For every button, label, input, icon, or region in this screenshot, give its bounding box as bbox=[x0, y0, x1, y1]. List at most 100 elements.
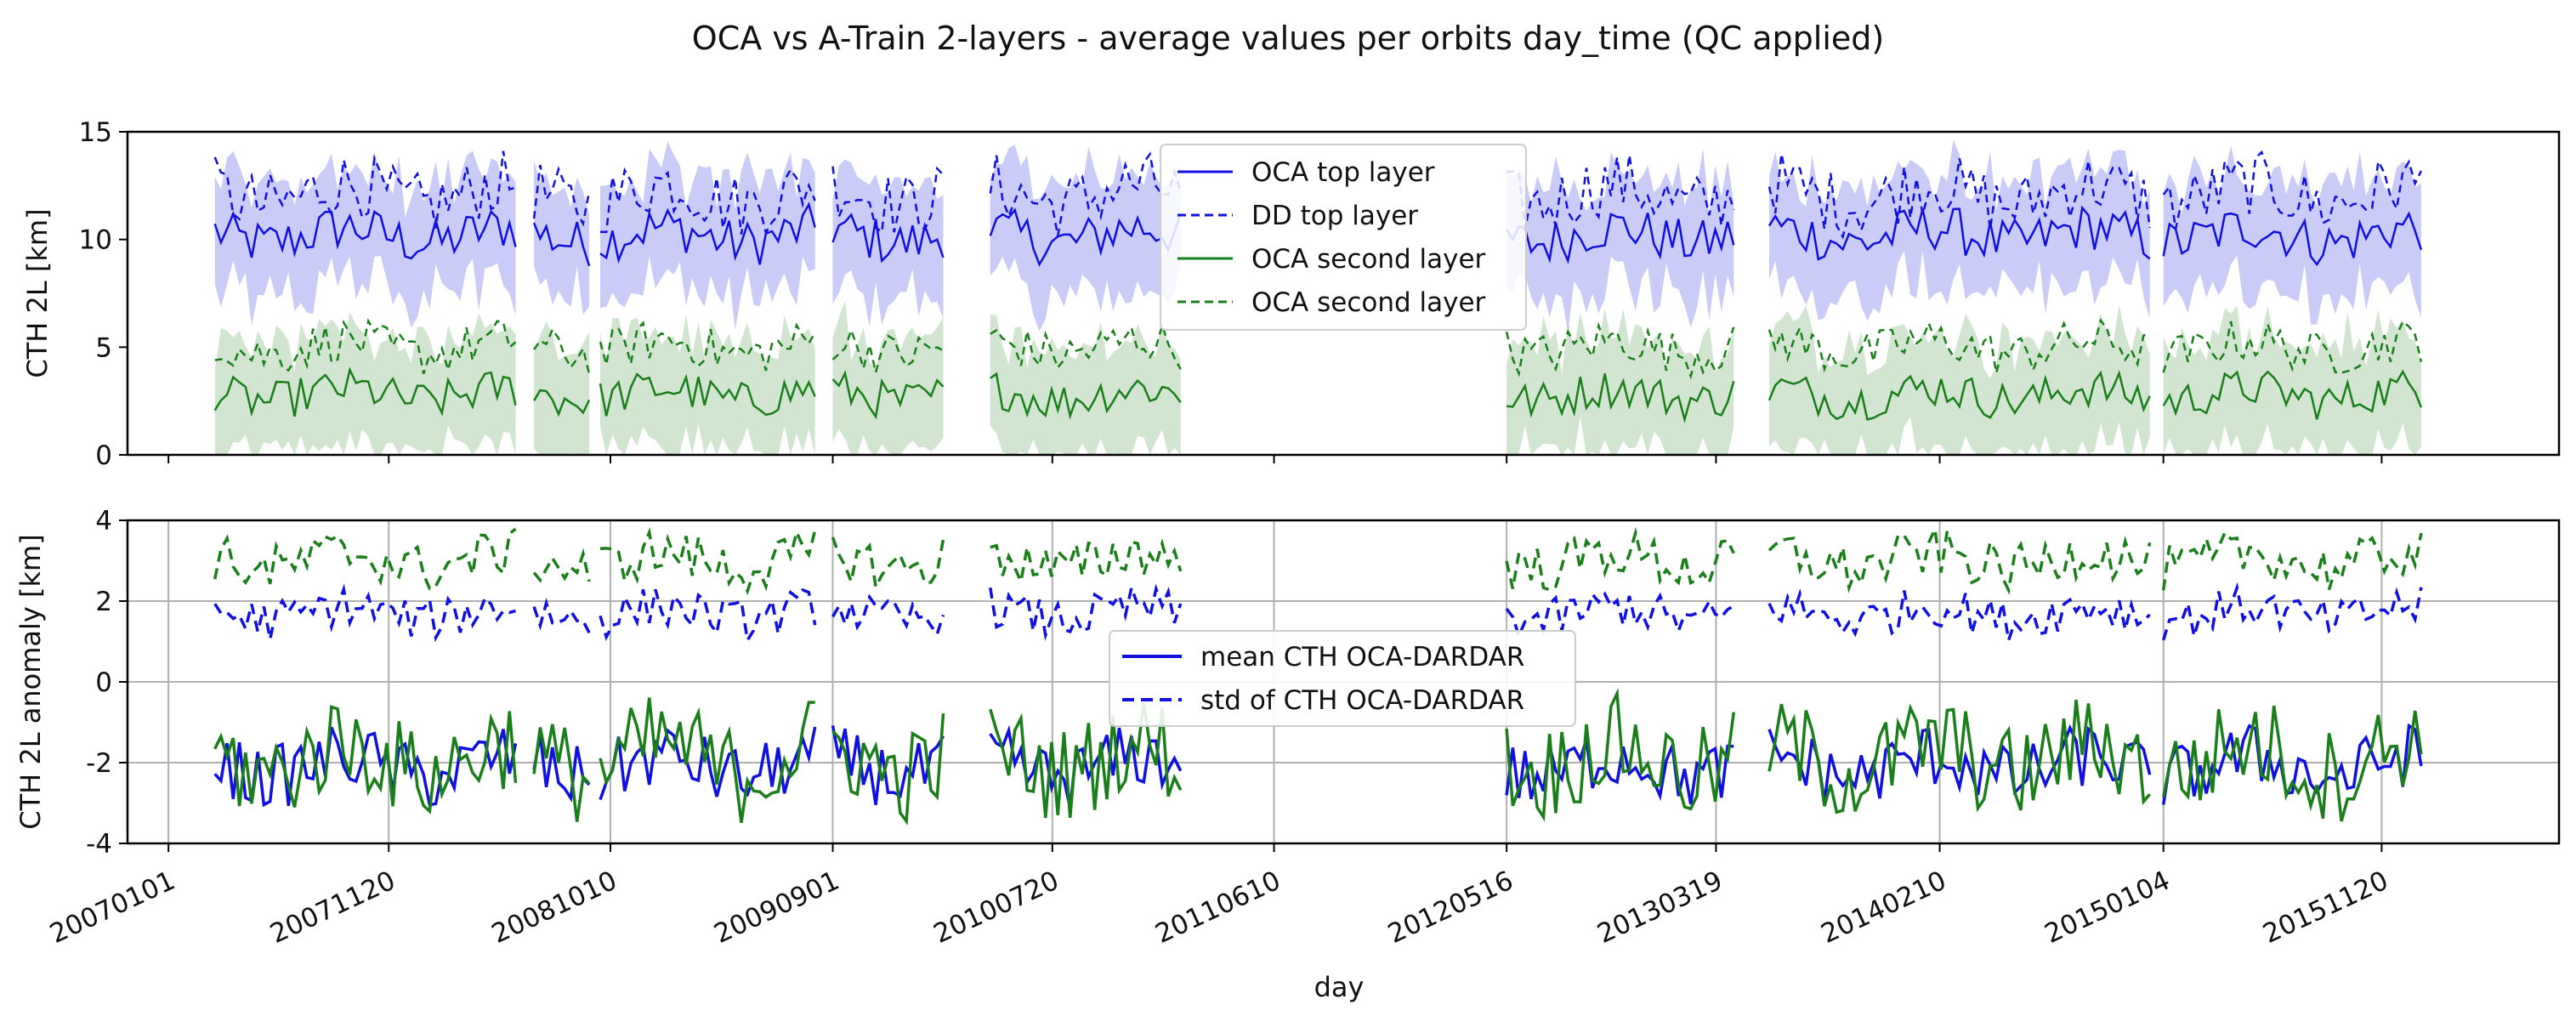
bottom-legend-box bbox=[1109, 630, 1576, 727]
series-top-0-seg-6 bbox=[1767, 205, 2151, 261]
series-top-2-seg-5 bbox=[1506, 373, 1735, 423]
y-tick-label-bottom--4: -4 bbox=[86, 829, 112, 860]
series-top-3-seg-2 bbox=[599, 321, 816, 372]
series-top-1-seg-2 bbox=[599, 167, 816, 236]
series-bottom-3-seg-7 bbox=[2161, 530, 2423, 591]
y-tick-label-bottom-0: 0 bbox=[95, 667, 112, 698]
series-top-2-seg-1 bbox=[533, 389, 591, 417]
series-bottom-1-seg-7 bbox=[2162, 582, 2423, 641]
bottom-legend: mean CTH OCA-DARDAR std of CTH OCA-DARDA… bbox=[1109, 630, 1576, 727]
series-top-0-seg-7 bbox=[2162, 211, 2423, 267]
series-top-0-seg-2 bbox=[599, 201, 816, 265]
bottom-panel-lines bbox=[213, 524, 2423, 826]
x-tick-label-20151120: 20151120 bbox=[2258, 866, 2392, 950]
legend-label-oca-top: OCA top layer bbox=[1251, 157, 1435, 188]
y-tick-label-bottom-4: 4 bbox=[95, 506, 112, 536]
series-bottom-3-seg-6 bbox=[1767, 524, 2152, 595]
x-tick-label-20120516: 20120516 bbox=[1383, 866, 1518, 950]
series-top-1-seg-7 bbox=[2162, 150, 2423, 230]
band-oca-top-2 bbox=[600, 141, 815, 330]
top-panel-x-ticks bbox=[167, 455, 2383, 463]
series-top-3-seg-4 bbox=[990, 321, 1182, 370]
series-bottom-0-seg-3 bbox=[831, 725, 945, 805]
series-bottom-2-seg-3 bbox=[831, 712, 945, 826]
series-bottom-0-seg-6 bbox=[1767, 724, 2152, 803]
series-top-1-seg-4 bbox=[989, 151, 1182, 236]
band-oca-second-6 bbox=[1769, 304, 2150, 455]
y-tick-label-bottom--2: -2 bbox=[86, 748, 112, 779]
series-top-3-seg-1 bbox=[533, 327, 591, 375]
series-bottom-1-seg-6 bbox=[1767, 588, 2151, 641]
series-bottom-3-seg-3 bbox=[831, 536, 945, 592]
x-tick-label-20150104: 20150104 bbox=[2040, 866, 2175, 950]
x-tick-label-20130319: 20130319 bbox=[1592, 866, 1727, 950]
series-top-1-seg-3 bbox=[831, 166, 945, 234]
x-tick-label-20100720: 20100720 bbox=[929, 866, 1064, 950]
series-bottom-2-seg-5 bbox=[1505, 688, 1736, 822]
top-legend-box bbox=[1160, 144, 1527, 331]
series-bottom-0-seg-0 bbox=[213, 726, 518, 808]
series-bottom-1-seg-2 bbox=[599, 587, 817, 644]
bottom-panel-x-ticks bbox=[167, 843, 2383, 852]
series-top-2-seg-0 bbox=[213, 366, 517, 417]
x-tick-label-20140210: 20140210 bbox=[1817, 866, 1951, 950]
top-panel-frame bbox=[126, 130, 2561, 457]
bottom-y-axis-label: CTH 2L anomaly [km] bbox=[14, 534, 47, 829]
chart-title: OCA vs A-Train 2-layers - average values… bbox=[692, 20, 1884, 57]
x-tick-label-20110610: 20110610 bbox=[1151, 866, 1285, 950]
top-panel-lines bbox=[213, 150, 2423, 423]
band-oca-second-5 bbox=[1506, 309, 1734, 455]
series-top-2-seg-6 bbox=[1767, 370, 2151, 421]
series-bottom-2-seg-2 bbox=[599, 697, 815, 823]
series-bottom-0-seg-4 bbox=[989, 724, 1183, 809]
x-axis-label: day bbox=[1314, 971, 1365, 1003]
band-oca-top-7 bbox=[2163, 145, 2421, 325]
legend-label-dd-top: DD top layer bbox=[1251, 201, 1418, 231]
series-top-0-seg-5 bbox=[1506, 213, 1735, 264]
x-tick-label-20071120: 20071120 bbox=[265, 866, 400, 950]
y-tick-label-top-5: 5 bbox=[95, 332, 112, 363]
top-panel: 0 5 10 15 CTH 2L [km] OCA top layer DD top … bbox=[21, 117, 2561, 471]
band-oca-second-2 bbox=[600, 314, 815, 455]
series-top-2-seg-3 bbox=[831, 370, 945, 420]
legend-label-std-cth: std of CTH OCA-DARDAR bbox=[1200, 685, 1524, 716]
x-tick-label-20090901: 20090901 bbox=[710, 866, 844, 950]
y-tick-label-top-10: 10 bbox=[79, 225, 112, 256]
series-bottom-2-seg-6 bbox=[1767, 699, 2152, 815]
band-oca-top-6 bbox=[1769, 139, 2150, 321]
series-top-3-seg-0 bbox=[214, 318, 517, 375]
series-top-1-seg-5 bbox=[1506, 155, 1735, 230]
series-bottom-0-seg-7 bbox=[2161, 723, 2423, 805]
legend-label-oca-second: OCA second layer bbox=[1251, 244, 1486, 275]
series-bottom-2-seg-7 bbox=[2161, 705, 2423, 822]
series-top-1-seg-6 bbox=[1767, 153, 2151, 240]
series-bottom-1-seg-0 bbox=[213, 583, 516, 643]
series-bottom-3-seg-5 bbox=[1505, 526, 1735, 592]
series-top-2-seg-7 bbox=[2162, 369, 2423, 420]
x-tick-label-20081010: 20081010 bbox=[487, 866, 621, 950]
series-bottom-1-seg-5 bbox=[1505, 591, 1735, 640]
series-bottom-3-seg-1 bbox=[532, 548, 591, 583]
top-y-axis-label: CTH 2L [km] bbox=[21, 208, 54, 377]
band-oca-top-1 bbox=[534, 161, 590, 315]
y-tick-label-top-0: 0 bbox=[95, 440, 112, 471]
series-top-0-seg-0 bbox=[213, 209, 517, 260]
series-bottom-3-seg-0 bbox=[213, 527, 517, 591]
series-top-2-seg-2 bbox=[599, 372, 816, 417]
x-tick-label-20070101: 20070101 bbox=[45, 866, 179, 950]
band-oca-second-0 bbox=[214, 312, 516, 455]
top-panel-y-ticks: 0 5 10 15 bbox=[79, 117, 128, 471]
bottom-panel: -4 -2 0 2 4 CTH 2L anomaly [km] mean CTH OCA… bbox=[14, 506, 2561, 860]
series-top-0-seg-4 bbox=[989, 207, 1182, 267]
band-oca-second-7 bbox=[2163, 305, 2421, 455]
band-oca-second-3 bbox=[832, 300, 944, 455]
series-bottom-0-seg-1 bbox=[532, 735, 591, 803]
series-top-2-seg-4 bbox=[990, 372, 1182, 420]
series-bottom-1-seg-1 bbox=[532, 598, 591, 634]
series-bottom-1-seg-4 bbox=[989, 582, 1183, 641]
series-top-3-seg-7 bbox=[2162, 320, 2423, 374]
series-top-1-seg-1 bbox=[532, 164, 591, 227]
band-oca-second-1 bbox=[534, 321, 590, 455]
series-bottom-3-seg-4 bbox=[990, 538, 1183, 587]
bottom-panel-y-ticks: -4 -2 0 2 4 bbox=[86, 506, 128, 860]
